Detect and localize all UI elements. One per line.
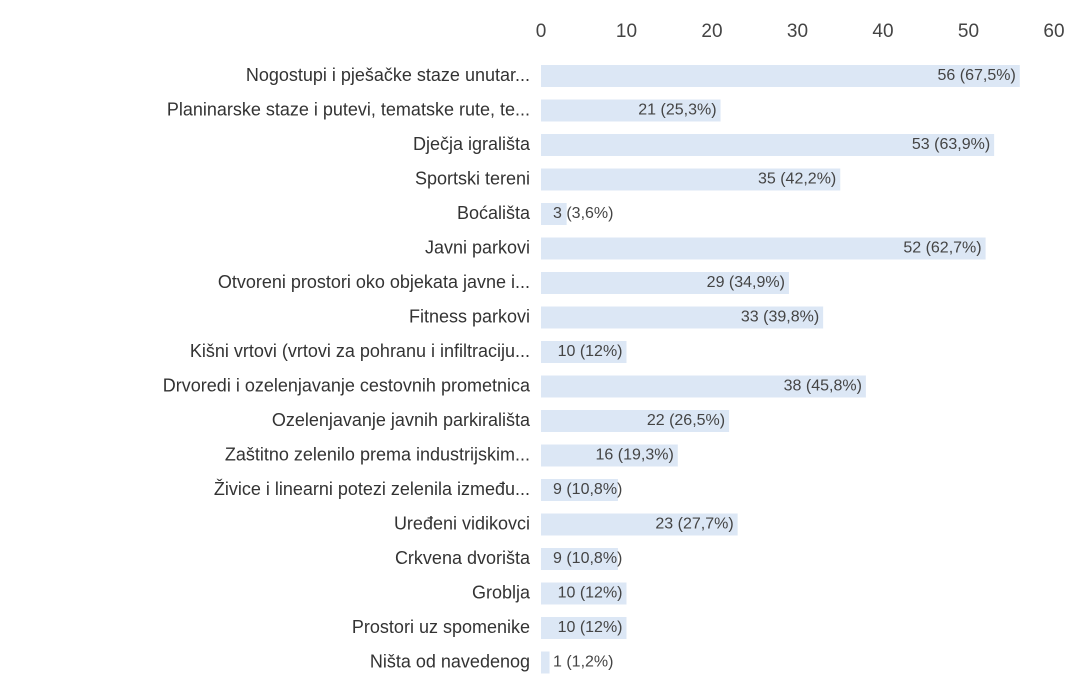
value-label: 10 (12%) — [558, 585, 623, 602]
bar — [541, 99, 721, 122]
category-label: Crkvena dvorišta — [395, 548, 531, 568]
category-label: Ozelenjavanje javnih parkirališta — [272, 410, 531, 430]
bar — [541, 203, 567, 225]
value-label: 3 (3,6%) — [553, 205, 613, 222]
x-tick-label: 20 — [701, 21, 722, 42]
value-label: 52 (62,7%) — [903, 240, 981, 257]
bar — [541, 651, 550, 674]
category-label: Planinarske staze i putevi, tematske rut… — [167, 99, 530, 119]
x-tick-label: 40 — [872, 21, 893, 42]
bar — [541, 479, 618, 501]
value-label: 23 (27,7%) — [655, 516, 733, 533]
bar — [541, 582, 627, 605]
category-label: Sportski tereni — [415, 168, 530, 188]
category-label: Otvoreni prostori oko objekata javne i..… — [218, 272, 530, 292]
category-label: Javni parkovi — [425, 237, 530, 257]
bar — [541, 444, 678, 467]
category-label: Živice i linearni potezi zelenila između… — [214, 479, 530, 499]
value-label: 10 (12%) — [558, 619, 623, 636]
bar — [541, 134, 995, 156]
x-tick-label: 10 — [616, 21, 637, 42]
category-label: Ništa od navedenog — [370, 651, 530, 671]
category-label: Fitness parkovi — [409, 306, 530, 326]
value-label: 35 (42,2%) — [758, 171, 836, 188]
category-label: Boćališta — [457, 203, 531, 223]
x-tick-label: 50 — [958, 21, 979, 42]
value-label: 21 (25,3%) — [638, 102, 716, 119]
value-label: 29 (34,9%) — [707, 274, 785, 291]
value-label: 10 (12%) — [558, 343, 623, 360]
value-label: 53 (63,9%) — [912, 136, 990, 153]
category-label: Drvoredi i ozelenjavanje cestovnih prome… — [163, 375, 531, 395]
category-label: Kišni vrtovi (vrtovi za pohranu i infilt… — [190, 341, 530, 361]
bar — [541, 237, 986, 260]
category-label: Nogostupi i pješačke staze unutar... — [246, 65, 530, 85]
category-label: Dječja igrališta — [413, 134, 531, 154]
bar — [541, 65, 1020, 87]
value-label: 38 (45,8%) — [784, 378, 862, 395]
value-label: 16 (19,3%) — [596, 447, 674, 464]
value-label: 9 (10,8%) — [553, 481, 622, 498]
bar — [541, 168, 841, 191]
bar — [541, 306, 824, 329]
value-label: 22 (26,5%) — [647, 412, 725, 429]
category-label: Groblja — [472, 582, 531, 602]
category-label: Zaštitno zelenilo prema industrijskim... — [225, 444, 530, 464]
bar — [541, 513, 738, 536]
value-label: 56 (67,5%) — [938, 67, 1016, 84]
value-label: 1 (1,2%) — [553, 654, 613, 671]
category-label: Prostori uz spomenike — [352, 617, 530, 637]
bar — [541, 410, 730, 432]
category-label: Uređeni vidikovci — [394, 513, 530, 533]
bar — [541, 617, 627, 639]
bar — [541, 375, 866, 398]
x-tick-label: 30 — [787, 21, 808, 42]
value-label: 33 (39,8%) — [741, 309, 819, 326]
bar — [541, 272, 789, 294]
bar — [541, 548, 618, 570]
x-tick-label: 60 — [1043, 21, 1064, 42]
value-label: 9 (10,8%) — [553, 550, 622, 567]
bar — [541, 341, 627, 363]
x-tick-label: 0 — [536, 21, 547, 42]
